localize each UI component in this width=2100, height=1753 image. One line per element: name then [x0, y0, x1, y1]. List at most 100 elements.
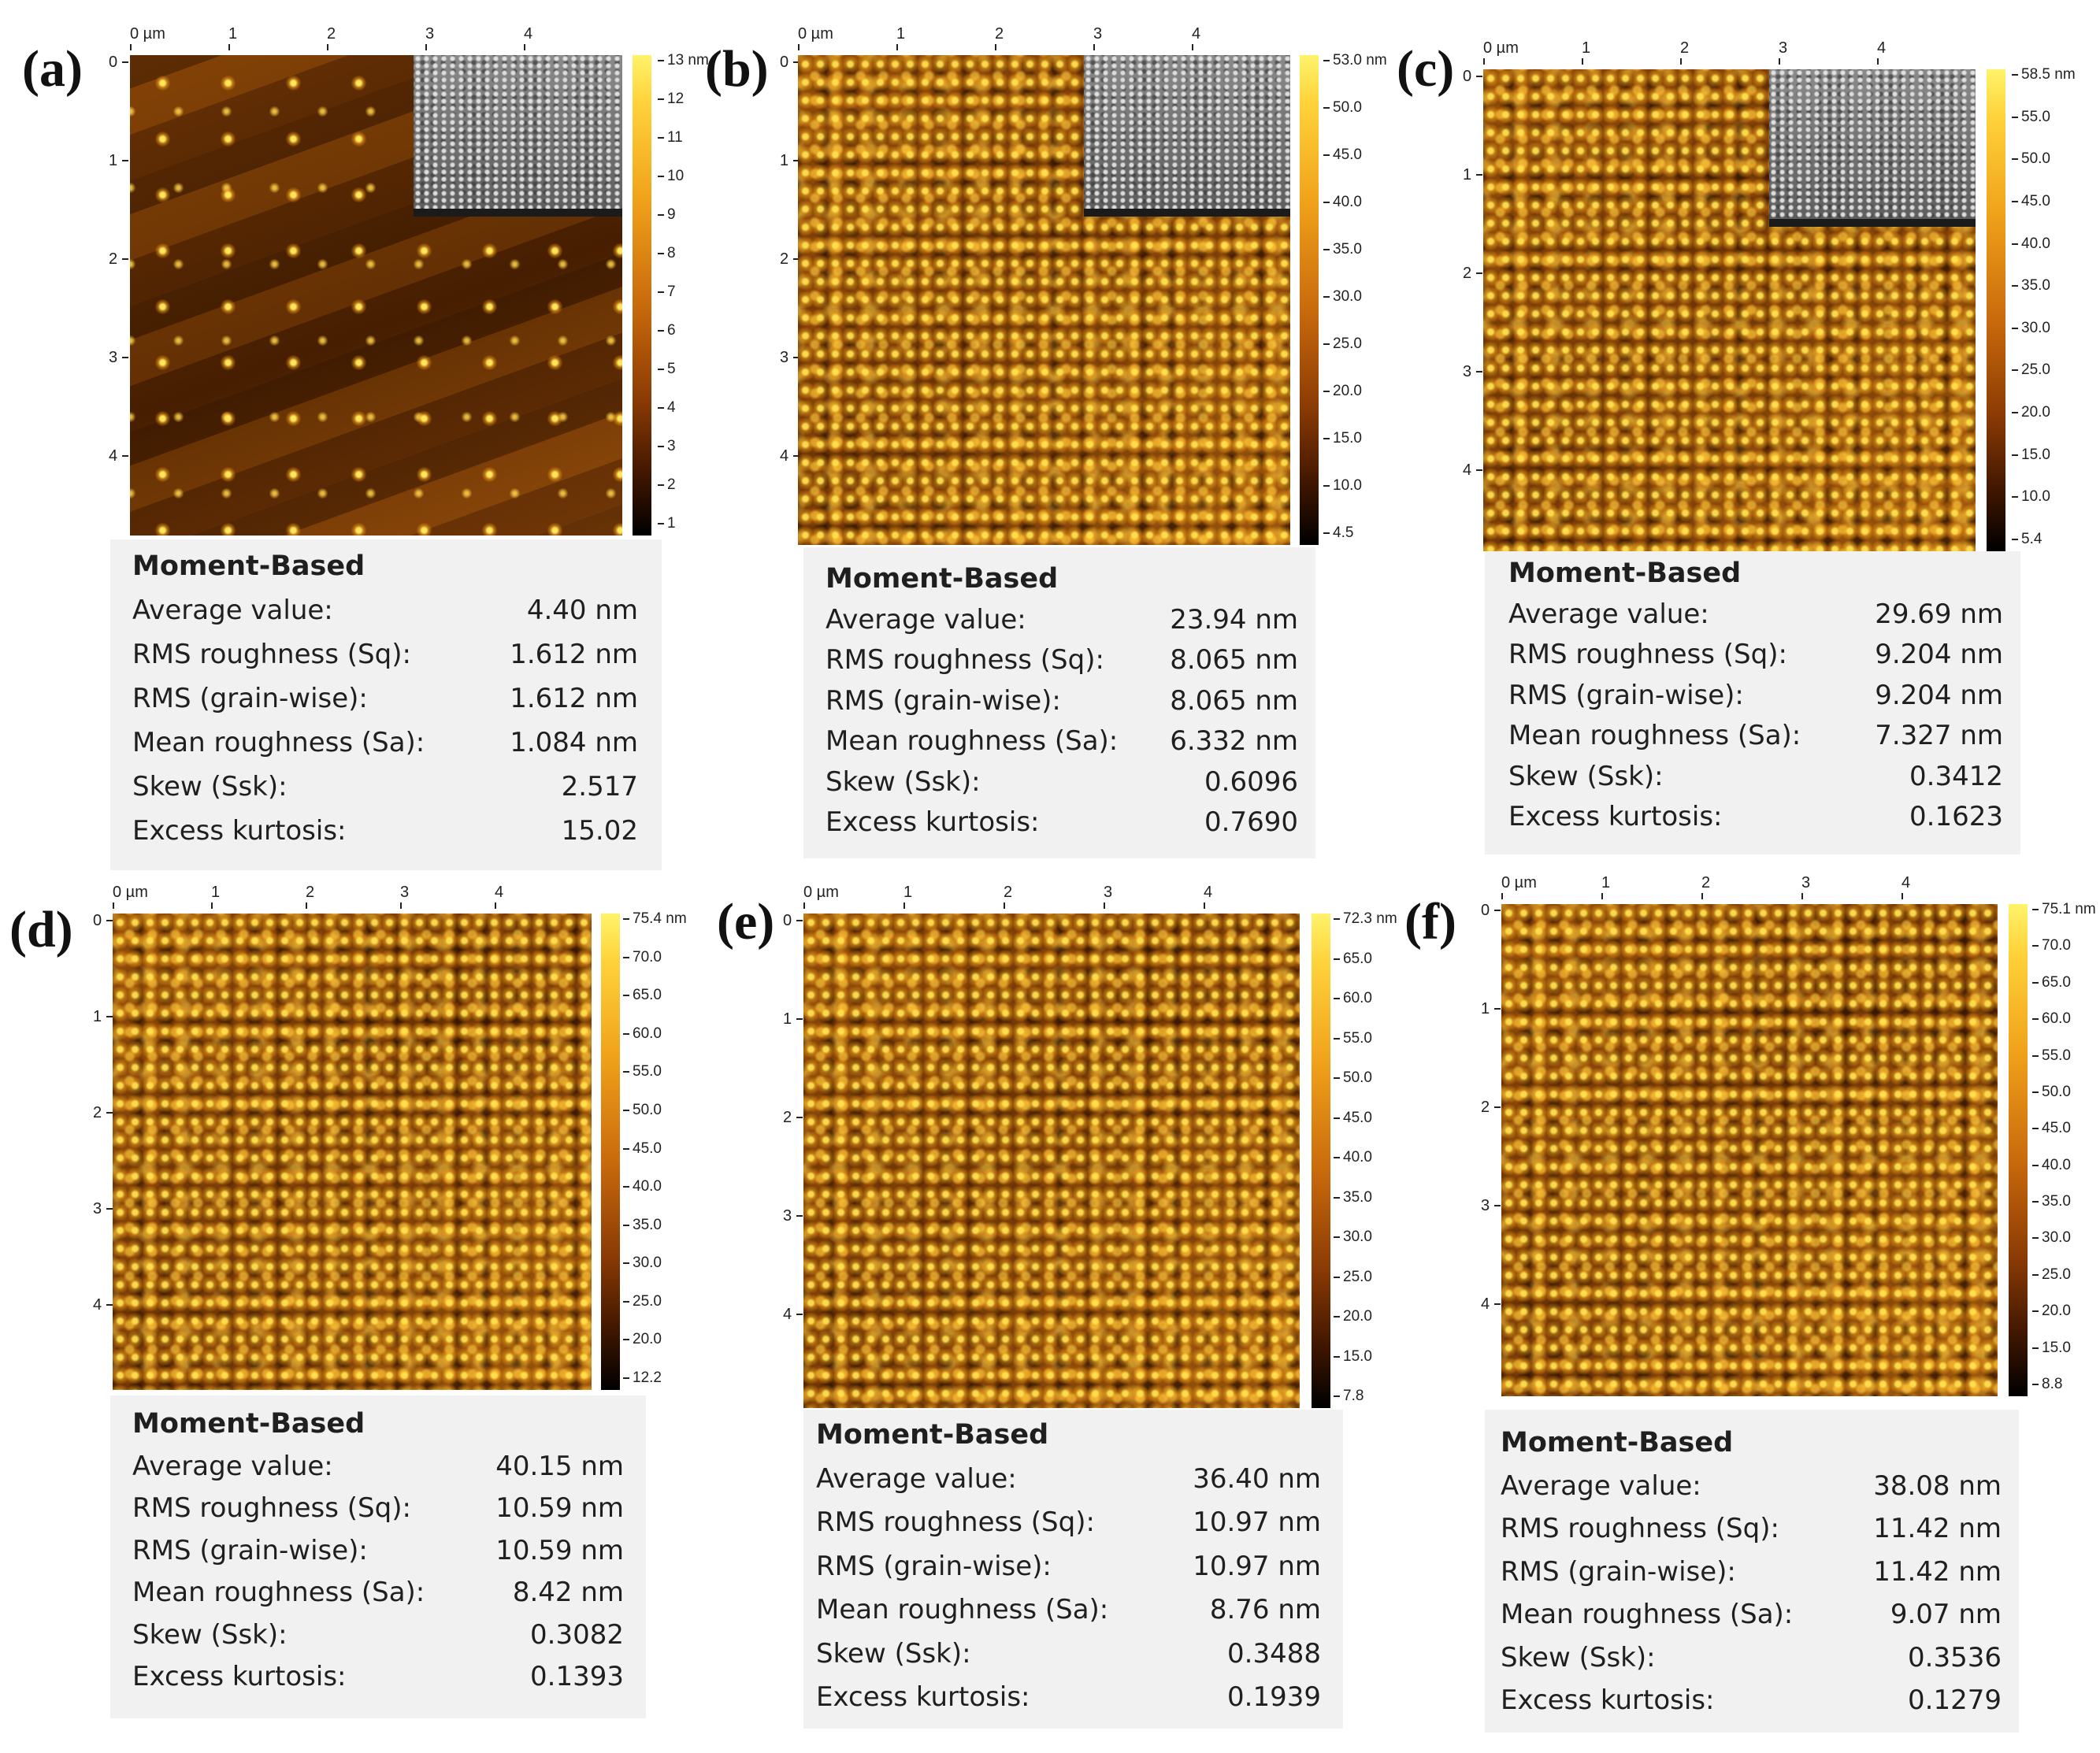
colorbar-tick-label: 4: [658, 399, 676, 416]
colorbar-tick-label: 35.0: [1323, 241, 1362, 258]
colorbar-tick-label: 2: [658, 476, 676, 493]
y-tick-label: 4: [93, 1296, 113, 1314]
y-tick-label: 1: [109, 152, 129, 169]
x-tick-label: 1: [1601, 874, 1611, 899]
colorbar-tick-label: 70.0: [623, 949, 662, 965]
y-tick-label: 3: [1463, 363, 1483, 380]
colorbar-tick-label: 15.0: [1323, 430, 1362, 447]
y-tick-label: 3: [1481, 1197, 1501, 1214]
colorbar-tick-label: 60.0: [1334, 990, 1372, 1006]
stats-row-average: Average value: 4.40 nm: [132, 595, 638, 639]
afm-height-image: [798, 55, 1290, 545]
colorbar-tick-label: 35.0: [1334, 1189, 1372, 1206]
moment-based-stats: Moment-Based Average value: 29.69 nm RMS ro…: [1485, 551, 2020, 854]
stat-value: 4.40 nm: [526, 595, 638, 626]
colorbar-tick-label: 58.5 nm: [2012, 66, 2076, 83]
stat-label: Excess kurtosis:: [132, 1661, 347, 1692]
colorbar-tick-label: 30.0: [2032, 1229, 2071, 1246]
y-tick-label: 4: [1463, 461, 1483, 479]
stat-label: RMS (grain-wise):: [132, 1534, 368, 1566]
x-tick-label: 0 µm: [113, 884, 148, 909]
stats-row-skew: Skew (Ssk): 0.6096: [826, 766, 1298, 807]
stat-label: Average value:: [132, 1450, 333, 1482]
colorbar-tick-label: 20.0: [1323, 383, 1362, 399]
stat-label: RMS (grain-wise):: [1501, 1555, 1736, 1588]
stats-row-skew: Skew (Ssk): 0.3082: [132, 1619, 624, 1662]
colorbar-tick-label: 60.0: [623, 1025, 662, 1042]
colorbar-tick-label: 3: [658, 438, 676, 454]
stat-value: 38.08 nm: [1873, 1469, 2002, 1502]
x-tick-label: 3: [1104, 884, 1113, 909]
stat-label: Skew (Ssk):: [132, 1618, 288, 1651]
stats-row-rms-sq: RMS roughness (Sq): 11.42 nm: [1501, 1513, 2002, 1556]
y-tick-label: 3: [93, 1200, 113, 1217]
afm-height-image: [130, 55, 622, 536]
stats-title: Moment-Based: [1508, 558, 1742, 589]
colorbar-tick-label: 65.0: [1334, 951, 1372, 967]
colorbar-tick-label: 75.4 nm: [623, 910, 687, 927]
x-tick-label: 4: [1902, 874, 1911, 899]
afm-height-image: [1483, 69, 1976, 551]
colorbar-tick-label: 6: [658, 322, 676, 339]
colorbar-tick-label: 20.0: [2032, 1303, 2071, 1319]
colorbar-tick-label: 10: [657, 168, 685, 184]
stat-value: 0.1279: [1908, 1684, 2002, 1716]
stat-value: 8.065 nm: [1170, 644, 1298, 676]
stat-label: Mean roughness (Sa):: [132, 1577, 425, 1608]
colorbar-tick-label: 8.8: [2031, 1376, 2063, 1392]
x-tick-label: 1: [228, 25, 238, 50]
stat-value: 11.42 nm: [1873, 1555, 2002, 1588]
colorbar-tick-label: 55.0: [2012, 109, 2050, 125]
stats-row-rms-sq: RMS roughness (Sq): 8.065 nm: [826, 644, 1298, 685]
colorbar-tick-label: 5.4: [2011, 531, 2042, 547]
colorbar: [1300, 55, 1319, 545]
stat-label: Excess kurtosis:: [132, 815, 347, 847]
stats-row-rms-sq: RMS roughness (Sq): 10.59 nm: [132, 1492, 624, 1535]
colorbar-tick-label: 5: [658, 361, 676, 377]
y-tick-label: 4: [780, 447, 800, 465]
stat-value: 15.02: [561, 815, 638, 847]
y-tick-label: 0: [783, 912, 803, 929]
colorbar-tick-label: 53.0 nm: [1323, 52, 1387, 69]
stats-row-kurtosis: Excess kurtosis: 15.02: [132, 815, 638, 859]
stats-row-rms-grain: RMS (grain-wise): 8.065 nm: [826, 685, 1298, 726]
y-tick-label: 4: [783, 1306, 803, 1323]
stat-label: RMS (grain-wise):: [1508, 679, 1744, 711]
colorbar-tick-label: 25.0: [623, 1293, 662, 1310]
panel-label: (e): [717, 893, 775, 951]
stat-value: 8.42 nm: [512, 1577, 624, 1608]
stat-value: 0.3412: [1909, 760, 2003, 792]
moment-based-stats: Moment-Based Average value: 36.40 nm RMS ro…: [803, 1410, 1343, 1729]
stat-label: RMS roughness (Sq):: [132, 1492, 411, 1524]
stat-label: Mean roughness (Sa):: [816, 1594, 1109, 1625]
stat-value: 0.1623: [1909, 801, 2003, 832]
x-tick-label: 2: [1004, 884, 1013, 909]
colorbar-tick-label: 15.0: [2032, 1340, 2071, 1356]
colorbar-tick-label: 30.0: [1334, 1229, 1372, 1245]
stats-row-average: Average value: 40.15 nm: [132, 1451, 624, 1493]
y-tick-label: 3: [783, 1207, 803, 1225]
colorbar-tick-label: 50.0: [2012, 150, 2050, 167]
colorbar-tick-label: 40.0: [1334, 1149, 1372, 1166]
x-tick-label: 2: [327, 25, 336, 50]
moment-based-stats: Moment-Based Average value: 4.40 nm RMS rou…: [110, 539, 662, 870]
colorbar-tick-label: 25.0: [1334, 1269, 1372, 1285]
stat-label: Average value:: [826, 603, 1026, 636]
stat-value: 0.7690: [1204, 806, 1298, 838]
colorbar-tick-label: 35.0: [2032, 1193, 2071, 1210]
colorbar-tick-label: 65.0: [2032, 974, 2071, 991]
afm-height-image: [113, 914, 592, 1390]
stats-row-skew: Skew (Ssk): 0.3536: [1501, 1642, 2002, 1685]
stats-row-mean-sa: Mean roughness (Sa): 6.332 nm: [826, 725, 1298, 766]
panel-label: (a): [22, 40, 83, 98]
stat-label: RMS roughness (Sq):: [1501, 1513, 1779, 1544]
colorbar-tick-label: 45.0: [2012, 193, 2050, 209]
panel-label: (f): [1404, 893, 1456, 951]
x-tick-label: 1: [896, 25, 906, 50]
colorbar-tick-label: 30.0: [1323, 288, 1362, 305]
stats-row-rms-sq: RMS roughness (Sq): 9.204 nm: [1508, 639, 2003, 680]
x-tick-label: 2: [306, 884, 315, 909]
colorbar-tick-label: 50.0: [1323, 99, 1362, 116]
x-tick-label: 0 µm: [798, 25, 833, 50]
colorbar-tick-label: 40.0: [1323, 194, 1362, 210]
